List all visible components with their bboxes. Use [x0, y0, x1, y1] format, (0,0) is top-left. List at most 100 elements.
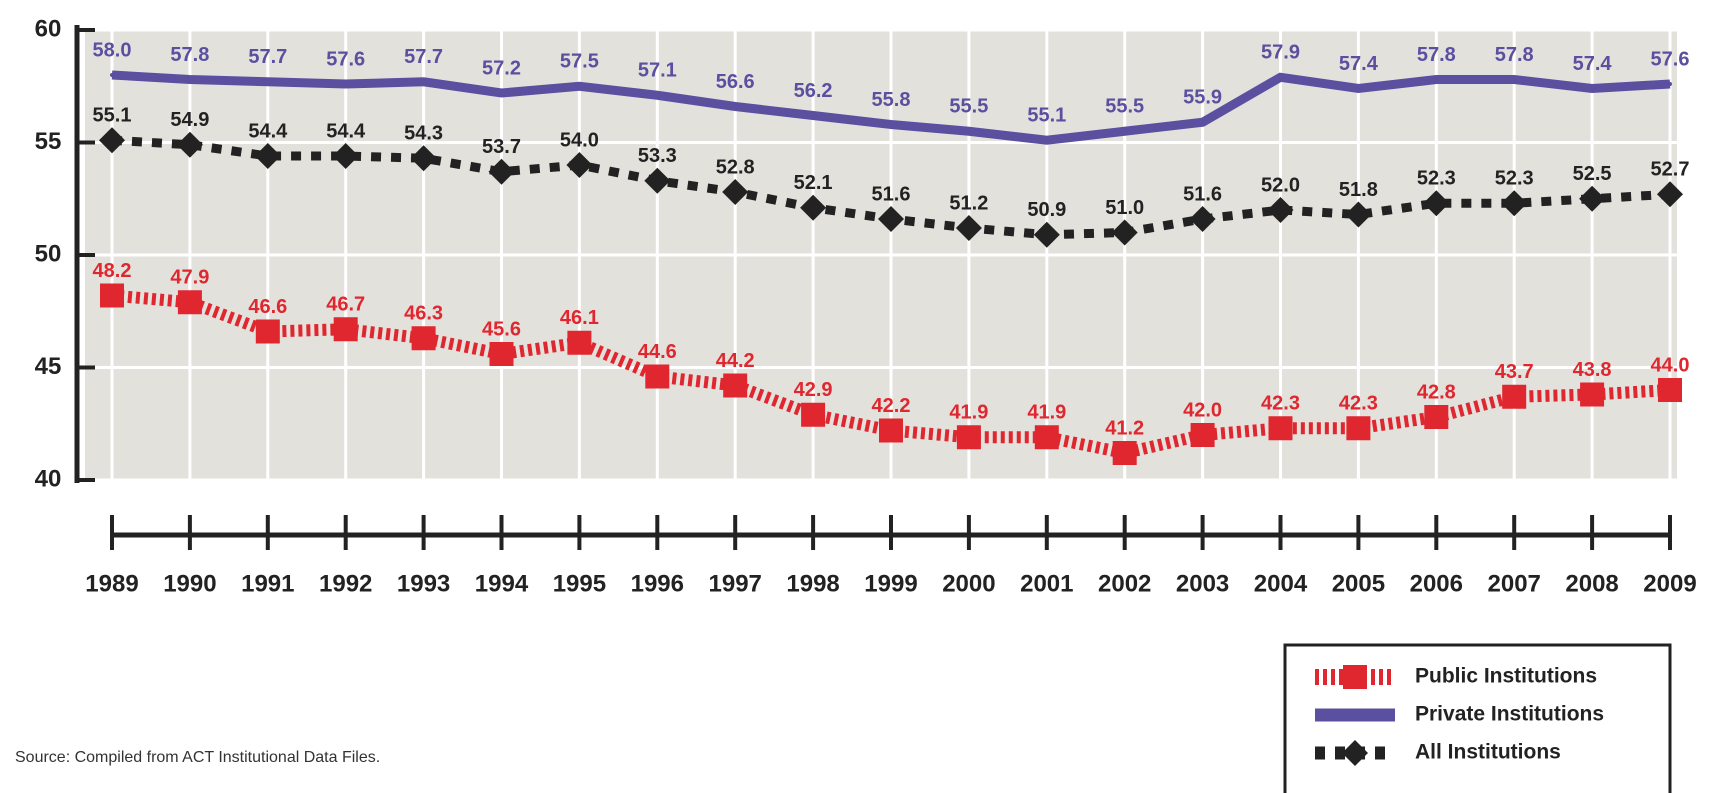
data-label: 46.7	[326, 294, 365, 316]
data-label: 52.1	[794, 172, 833, 194]
point-marker	[644, 167, 671, 194]
data-label: 42.2	[872, 395, 911, 417]
data-label: 42.3	[1261, 393, 1300, 415]
x-tick-label: 2002	[1098, 570, 1151, 597]
data-label: 56.2	[794, 80, 833, 102]
point-marker	[655, 93, 660, 98]
point-marker	[100, 283, 124, 308]
data-label: 57.8	[1495, 44, 1534, 66]
x-tick-label: 1996	[631, 570, 684, 597]
point-marker	[733, 104, 738, 109]
point-marker	[1658, 378, 1682, 402]
x-tick-label: 1991	[241, 570, 294, 597]
data-label: 54.3	[404, 123, 443, 145]
data-label: 56.6	[716, 71, 755, 93]
point-marker	[177, 290, 202, 315]
data-label: 57.4	[1573, 53, 1613, 75]
x-tick-label: 2000	[942, 570, 995, 597]
point-marker	[956, 425, 981, 450]
point-marker	[1190, 423, 1215, 447]
data-label: 58.0	[93, 39, 132, 61]
y-tick-label: 60	[35, 15, 62, 42]
point-marker	[1434, 77, 1439, 82]
data-label: 45.6	[482, 318, 521, 340]
point-marker	[723, 373, 748, 398]
data-label: 43.7	[1495, 361, 1534, 383]
point-marker	[421, 79, 426, 84]
y-tick-label: 55	[35, 128, 62, 155]
data-label: 57.7	[404, 46, 443, 68]
point-marker	[265, 79, 270, 84]
legend-label: All Institutions	[1415, 741, 1561, 764]
data-label: 42.9	[794, 379, 833, 401]
point-marker	[567, 330, 592, 355]
point-marker	[255, 319, 280, 344]
data-label: 57.1	[638, 60, 677, 82]
x-tick-label: 1998	[786, 570, 839, 597]
data-label: 43.8	[1573, 359, 1612, 381]
data-label: 54.0	[560, 129, 599, 151]
data-label: 51.6	[872, 183, 911, 205]
point-marker	[1512, 77, 1517, 82]
legend-label: Public Institutions	[1415, 665, 1597, 688]
x-tick-label: 2007	[1488, 570, 1541, 597]
x-tick-label: 2005	[1332, 570, 1385, 597]
point-marker	[1112, 441, 1137, 465]
data-label: 41.9	[1027, 402, 1066, 424]
point-marker	[879, 418, 903, 443]
data-label: 52.7	[1651, 159, 1690, 181]
point-marker	[1342, 740, 1368, 766]
y-tick-label: 45	[35, 353, 62, 380]
data-label: 41.2	[1105, 417, 1144, 439]
data-label: 46.1	[560, 307, 599, 329]
point-marker	[410, 145, 437, 172]
source-note: Source: Compiled from ACT Institutional …	[15, 749, 380, 766]
point-marker	[577, 84, 582, 89]
x-tick-label: 2009	[1643, 570, 1696, 597]
point-marker	[966, 129, 971, 134]
point-marker	[1034, 425, 1059, 450]
point-marker	[1111, 219, 1138, 246]
data-label: 55.5	[949, 96, 988, 118]
data-label: 42.8	[1417, 381, 1456, 403]
data-label: 51.8	[1339, 179, 1378, 201]
point-marker	[1346, 416, 1371, 441]
data-label: 57.8	[1417, 44, 1456, 66]
point-marker	[955, 215, 982, 241]
x-tick-label: 1989	[85, 570, 138, 597]
data-label: 52.5	[1573, 163, 1612, 185]
data-label: 52.0	[1261, 174, 1300, 196]
point-marker	[1343, 665, 1367, 689]
data-label: 42.3	[1339, 393, 1378, 415]
point-marker	[499, 91, 504, 95]
x-tick-label: 1994	[475, 570, 529, 597]
data-label: 57.4	[1339, 53, 1379, 75]
data-label: 51.2	[949, 192, 988, 214]
data-label: 53.7	[482, 136, 521, 158]
y-tick-label: 40	[35, 465, 62, 492]
data-label: 48.2	[93, 260, 132, 282]
point-marker	[1579, 185, 1606, 212]
point-marker	[187, 77, 192, 82]
x-tick-label: 1995	[553, 570, 606, 597]
data-label: 51.6	[1183, 183, 1222, 205]
point-marker	[254, 143, 281, 169]
point-marker	[488, 158, 515, 185]
x-tick-label: 2008	[1565, 570, 1618, 597]
x-tick-label: 1999	[864, 570, 917, 597]
x-tick-label: 2006	[1410, 570, 1463, 597]
data-label: 51.0	[1105, 197, 1144, 219]
point-marker	[878, 206, 904, 232]
data-label: 44.6	[638, 341, 677, 363]
point-marker	[801, 402, 826, 427]
point-marker	[800, 194, 827, 221]
data-label: 55.5	[1105, 96, 1144, 118]
x-tick-label: 1993	[397, 570, 450, 597]
data-label: 57.8	[170, 44, 209, 66]
point-marker	[1267, 197, 1294, 223]
data-label: 57.5	[560, 51, 599, 73]
point-marker	[333, 317, 358, 342]
data-label: 57.2	[482, 57, 521, 79]
data-label: 55.9	[1183, 87, 1222, 109]
point-marker	[1268, 416, 1293, 441]
